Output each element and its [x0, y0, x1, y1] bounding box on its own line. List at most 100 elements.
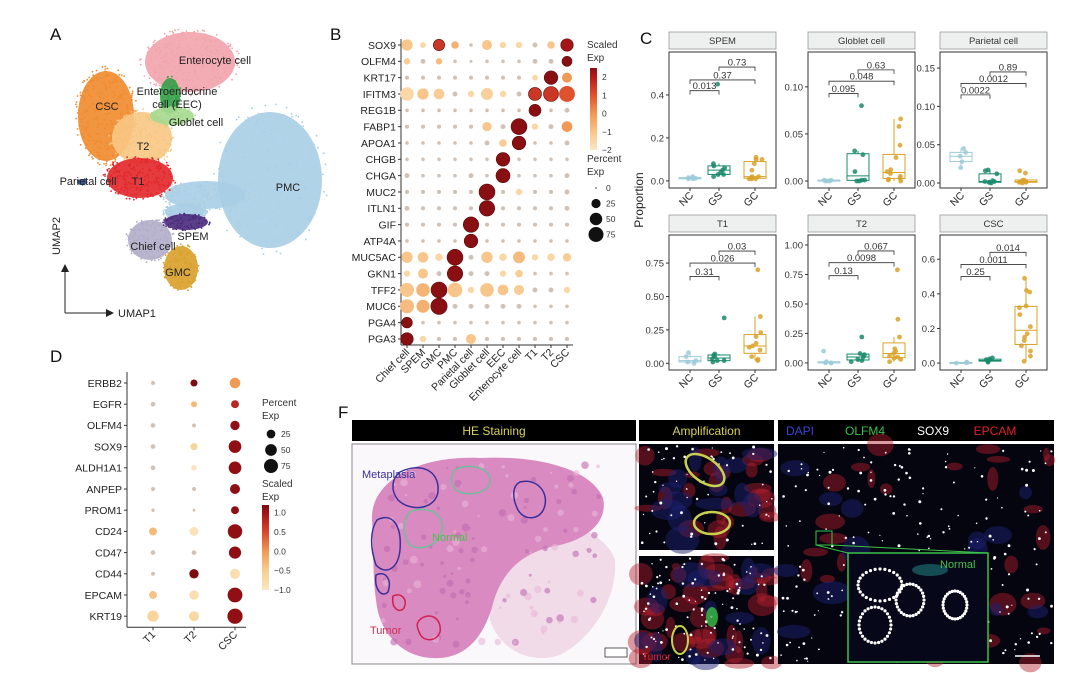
sox9-nucleus — [880, 607, 884, 611]
umap-point — [174, 212, 177, 215]
sox9-signal — [736, 619, 739, 622]
umap-point — [244, 214, 247, 217]
expression-dot — [532, 336, 538, 341]
epcam-signal — [867, 433, 894, 457]
umap-point — [110, 122, 113, 125]
umap-point — [152, 41, 155, 44]
sox9-signal — [752, 627, 755, 630]
umap-point — [75, 117, 78, 120]
sox9-nucleus — [942, 609, 946, 613]
umap-point — [162, 251, 164, 254]
expression-dot — [565, 271, 569, 276]
umap-point — [143, 247, 146, 250]
umap-point — [184, 258, 187, 261]
normal-label: Normal — [432, 532, 467, 544]
umap-point — [172, 276, 174, 278]
expression-dot — [469, 108, 473, 113]
sox9-signal — [825, 528, 827, 530]
umap-point — [236, 50, 238, 53]
sox9-nucleus — [858, 590, 862, 594]
expression-dot — [404, 222, 410, 227]
p-value-label: 0.067 — [864, 241, 888, 252]
umap-point — [111, 186, 113, 189]
umap-point — [226, 62, 229, 64]
umap-point — [172, 222, 175, 225]
expression-dot — [437, 320, 441, 325]
expression-dot — [516, 336, 522, 341]
sox9-signal — [662, 630, 664, 632]
umap-point — [170, 105, 172, 108]
sox9-signal — [761, 483, 764, 486]
umap-point — [264, 131, 267, 134]
umap-point — [228, 191, 231, 194]
gene-label: OLFM4 — [87, 420, 122, 432]
umap-point — [124, 142, 126, 145]
umap-point — [168, 173, 171, 176]
sox9-nucleus — [899, 610, 903, 615]
tissue-texture — [557, 620, 561, 624]
umap-point — [169, 150, 172, 152]
umap-point — [306, 218, 309, 221]
umap-point — [230, 70, 233, 72]
sox9-signal — [652, 490, 655, 493]
sox9-signal — [944, 466, 948, 469]
sox9-signal — [1011, 604, 1013, 606]
expression-dot — [565, 239, 569, 243]
sox9-signal — [799, 520, 801, 522]
sox9-signal — [789, 641, 791, 644]
expression-dot — [417, 251, 429, 263]
data-point — [1017, 312, 1023, 317]
umap-point — [257, 156, 260, 159]
umap-point — [129, 243, 132, 246]
umap-point — [117, 177, 119, 180]
umap-point — [144, 245, 147, 248]
tissue-texture — [446, 545, 454, 552]
header-he-label: HE Staining — [462, 424, 525, 438]
sox9-signal — [750, 566, 752, 568]
sox9-nucleus — [873, 641, 877, 645]
umap-point — [86, 143, 88, 146]
umap-point — [195, 209, 197, 211]
umap-point — [95, 69, 98, 72]
sox9-nucleus — [885, 634, 890, 638]
umap-point — [170, 127, 173, 129]
umap-point — [163, 266, 165, 269]
umap-point — [251, 107, 254, 110]
umap-point — [165, 274, 168, 277]
umap-point — [129, 144, 132, 147]
umap-point — [206, 195, 209, 198]
sox9-signal — [1028, 460, 1031, 463]
sox9-nucleus — [917, 585, 921, 590]
umap-point — [261, 247, 263, 250]
sox9-signal — [918, 549, 920, 552]
umap-point — [92, 108, 95, 110]
umap-point — [169, 261, 172, 264]
umap-point — [170, 58, 173, 61]
sox9-signal — [713, 657, 715, 660]
sox9-signal — [1001, 584, 1004, 586]
umap-point — [165, 197, 168, 200]
umap-point — [162, 100, 164, 103]
expression-dot — [419, 335, 427, 343]
umap-point — [214, 188, 216, 191]
umap-point — [186, 120, 189, 123]
sox9-signal — [1002, 449, 1005, 452]
umap-point — [177, 273, 180, 275]
umap-point — [128, 197, 131, 200]
umap-point — [115, 125, 118, 128]
umap-point — [135, 188, 138, 191]
umap-point — [193, 118, 196, 121]
sox9-signal — [787, 469, 790, 473]
size-legend-dot — [588, 227, 604, 242]
expression-dot — [549, 304, 553, 309]
expression-dot — [528, 87, 542, 101]
umap-point — [165, 34, 168, 37]
sox9-signal — [842, 446, 845, 449]
umap-point — [179, 123, 181, 126]
umap-point — [117, 69, 120, 72]
umap-point — [89, 136, 92, 138]
p-value-label: 0.048 — [850, 72, 874, 83]
sox9-signal — [782, 495, 785, 498]
tissue-texture — [505, 593, 511, 599]
